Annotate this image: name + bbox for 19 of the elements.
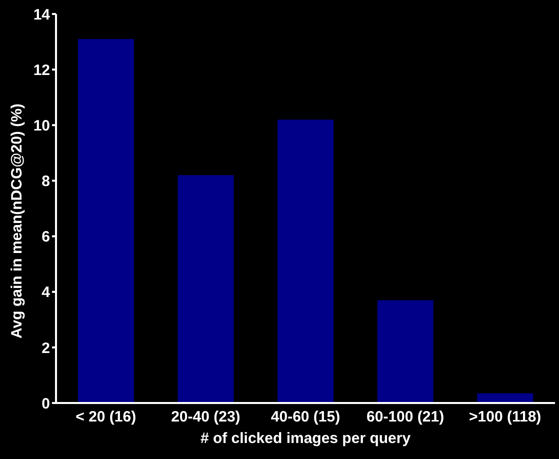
- y-tick-label: 10: [33, 117, 50, 134]
- x-tick-label: 40-60 (15): [270, 408, 340, 426]
- y-tick-label: 2: [42, 340, 50, 357]
- bar: [377, 300, 434, 403]
- x-tick-label: 20-40 (23): [171, 408, 240, 426]
- y-tick-label: 0: [42, 395, 50, 412]
- y-tick-label: 14: [33, 6, 51, 24]
- y-tick-label: 12: [33, 62, 50, 79]
- y-axis-title: Avg gain in mean(nDCG@20) (%): [8, 104, 26, 338]
- y-tick-label: 8: [42, 173, 50, 190]
- y-tick-label: 6: [42, 228, 50, 246]
- y-tick-label: 4: [42, 284, 51, 302]
- x-axis-title: # of clicked images per query: [200, 430, 412, 447]
- x-tick-label: >100 (118): [469, 408, 542, 426]
- x-tick-label: 60-100 (21): [366, 408, 444, 426]
- bar: [278, 120, 334, 403]
- x-tick-label: < 20 (16): [76, 408, 136, 426]
- bar: [78, 39, 134, 403]
- bar: [178, 175, 234, 403]
